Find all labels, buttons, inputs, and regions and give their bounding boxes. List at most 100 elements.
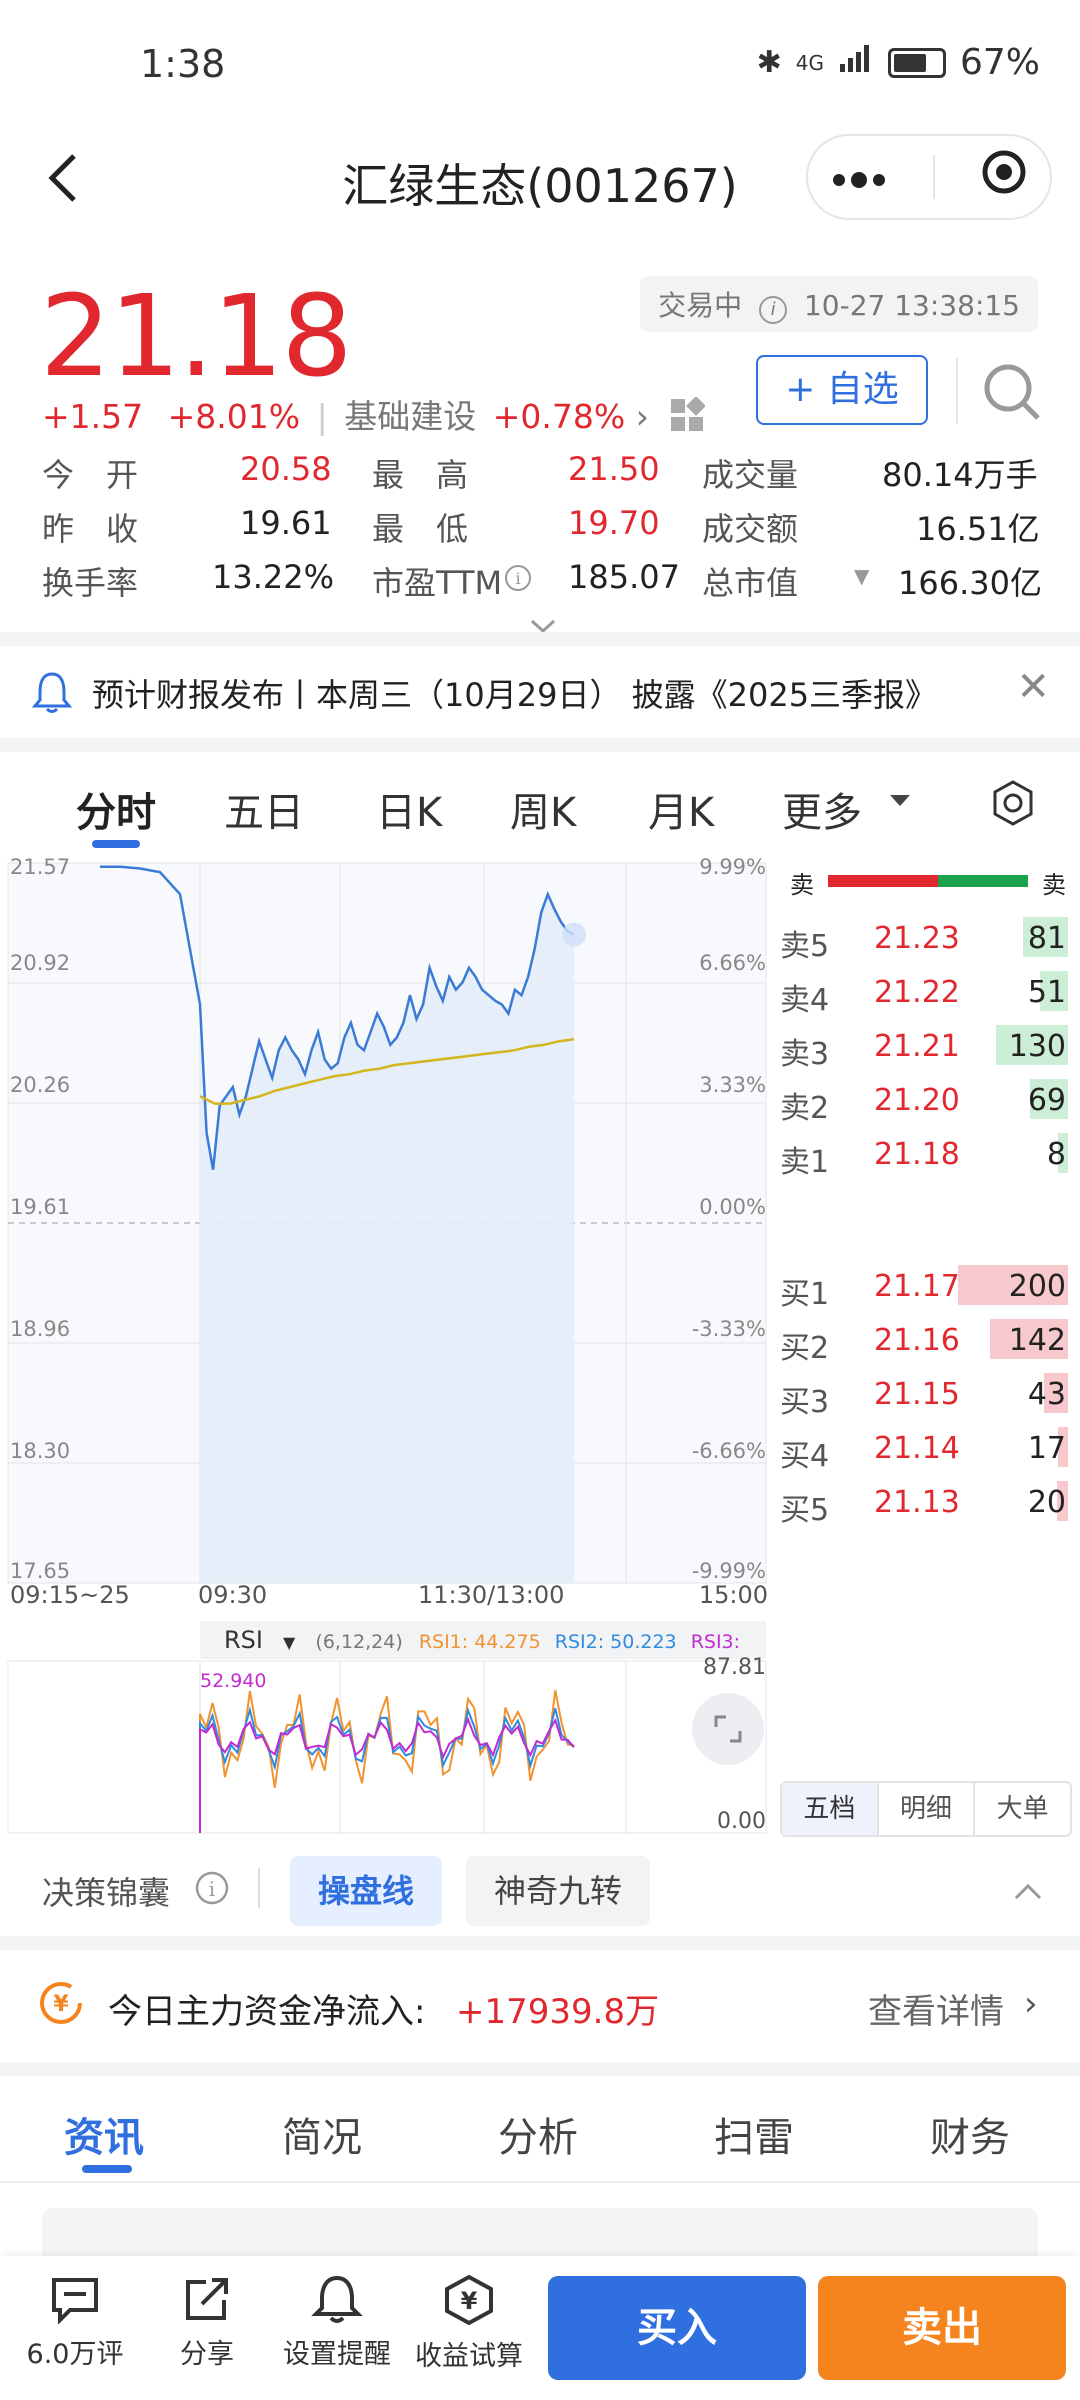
level-label: 买1 [780, 1277, 830, 1312]
tab-big-orders[interactable]: 大单 [973, 1783, 1070, 1835]
tab-risk-scan[interactable]: 扫雷 [714, 2115, 794, 2161]
tab-more[interactable]: 更多 [782, 790, 862, 836]
back-icon[interactable] [44, 148, 84, 218]
tab-monthly-k[interactable]: 月K [648, 790, 715, 836]
tab-detail[interactable]: 明细 [876, 1783, 974, 1835]
volume-bar [1023, 917, 1068, 957]
sell-button[interactable]: 卖出 [818, 2276, 1066, 2380]
x-tick: 15:00 [698, 1581, 768, 1609]
stat-value: 80.14万手 [882, 456, 1038, 494]
collapse-chevron-icon[interactable] [1012, 1872, 1044, 1910]
divider [956, 358, 958, 424]
search-icon[interactable] [980, 360, 1044, 424]
level-price: 21.16 [874, 1323, 960, 1358]
chip-magic-nine[interactable]: 神奇九转 [466, 1856, 651, 1926]
stat-value: 21.50 [568, 450, 660, 488]
sector-name[interactable]: 基础建设 [344, 397, 477, 436]
tab-analysis[interactable]: 分析 [498, 2115, 578, 2161]
tab-five-day[interactable]: 五日 [224, 790, 304, 836]
more-dots-icon[interactable] [831, 154, 887, 200]
chevron-right-icon[interactable]: › [1024, 1984, 1038, 2024]
sell-label: 卖 [790, 871, 814, 899]
tab-overview[interactable]: 简况 [282, 2115, 362, 2161]
rsi2-line [199, 1706, 575, 1833]
volume-bar [1057, 1481, 1068, 1521]
divider [258, 1868, 260, 1908]
level-label: 卖2 [780, 1091, 830, 1126]
level-volume: 51 [1027, 975, 1066, 1010]
chevron-right-icon[interactable]: › [635, 397, 649, 436]
stat-label: 最 高 [372, 456, 469, 494]
trade-status: 交易中 i 10-27 13:38:15 [640, 276, 1038, 332]
sector-change[interactable]: +0.78% [492, 397, 626, 436]
stat-label: 市盈TTM [372, 564, 503, 602]
stat-value: 19.61 [240, 504, 332, 542]
level-volume: 17 [1027, 1431, 1066, 1466]
bid-row[interactable]: 买5 21.13 20 [776, 1475, 1074, 1529]
stats-row: 昨 收 19.61 最 低 19.70 成交额 16.51亿 [42, 504, 1042, 558]
stat-value: 166.30亿 [898, 564, 1042, 602]
quote-panel: 21.18 交易中 i 10-27 13:38:15 +1.57 +8.01% … [0, 260, 1080, 634]
share-button[interactable]: 分享 [152, 2274, 262, 2371]
expand-chevron-icon[interactable] [528, 612, 558, 642]
add-watchlist-button[interactable]: + 自选 [756, 355, 928, 425]
tab-weekly-k[interactable]: 周K [510, 790, 577, 836]
rsi-selector[interactable]: RSI [224, 1626, 263, 1654]
battery-level: 67% [959, 42, 1040, 83]
ask-row[interactable]: 卖3 21.21 130 [776, 1019, 1074, 1073]
level-volume: 69 [1027, 1083, 1066, 1118]
alert-label: 设置提醒 [283, 2339, 391, 2370]
yuan-calc-icon: ¥ [445, 2274, 493, 2326]
tab-daily-k[interactable]: 日K [376, 790, 443, 836]
ask-row[interactable]: 卖2 21.20 69 [776, 1073, 1074, 1127]
target-icon[interactable] [981, 149, 1027, 205]
rsi-bottom-tick: 0.00 [717, 1809, 766, 1834]
bid-row[interactable]: 买1 21.17 200 [776, 1259, 1074, 1313]
view-detail-link[interactable]: 查看详情 [868, 1992, 1004, 2032]
change-line: +1.57 +8.01% | 基础建设 +0.78% › [42, 390, 707, 441]
bid-row[interactable]: 买4 21.14 17 [776, 1421, 1074, 1475]
divider [0, 2181, 1080, 2183]
tab-financials[interactable]: 财务 [930, 2115, 1010, 2161]
bid-row[interactable]: 买3 21.15 43 [776, 1367, 1074, 1421]
settings-icon[interactable] [990, 778, 1036, 832]
comments-button[interactable]: 6.0万评 [20, 2274, 130, 2371]
level-price: 21.14 [874, 1431, 960, 1466]
stat-label: 总市值 [702, 564, 799, 602]
bid-row[interactable]: 买2 21.16 142 [776, 1313, 1074, 1367]
earnings-notice[interactable]: 预计财报发布丨本周三（10月29日） 披露《2025三季报》 ✕ [0, 646, 1080, 738]
tools-row: 决策锦囊 i 操盘线 神奇九转 [0, 1848, 1080, 1928]
ask-row[interactable]: 卖5 21.23 81 [776, 911, 1074, 965]
ask-row[interactable]: 卖1 21.18 8 [776, 1127, 1074, 1181]
tab-five-levels[interactable]: 五档 [782, 1783, 877, 1835]
ask-row[interactable]: 卖4 21.22 51 [776, 965, 1074, 1019]
news-card-peek[interactable] [42, 2208, 1038, 2256]
tab-intraday[interactable]: 分时 [76, 790, 156, 836]
stat-value: 185.07 [568, 558, 680, 596]
mini-program-capsule [806, 134, 1052, 220]
close-icon[interactable]: ✕ [1016, 664, 1050, 710]
intraday-chart[interactable]: 21.57 20.92 20.26 19.61 18.96 18.30 17.6… [0, 855, 770, 1840]
money-flow-row[interactable]: ¥ 今日主力资金净流入: +17939.8万 查看详情 › [0, 1950, 1080, 2060]
tab-news[interactable]: 资讯 [64, 2115, 144, 2161]
chip-trading-line[interactable]: 操盘线 [290, 1856, 443, 1926]
info-icon[interactable]: i [504, 562, 532, 600]
stat-value: 20.58 [240, 450, 332, 488]
fullscreen-icon[interactable] [692, 1693, 764, 1765]
price-change-pct: +8.01% [167, 397, 301, 436]
yuan-coin-icon: ¥ [38, 1980, 84, 2035]
info-icon[interactable]: i [759, 296, 788, 324]
caret-down-icon[interactable] [890, 792, 910, 811]
order-book-header: 卖 卖 [780, 863, 1076, 899]
profit-calc-button[interactable]: ¥ 收益试算 [414, 2274, 524, 2373]
info-icon[interactable]: i [194, 1870, 230, 1914]
bluetooth-icon: ✱ [756, 45, 782, 80]
caret-down-icon[interactable]: ▼ [854, 564, 870, 588]
alert-button[interactable]: 设置提醒 [282, 2274, 392, 2371]
buy-button[interactable]: 买入 [548, 2276, 806, 2380]
caret-down-icon[interactable]: ▼ [283, 1633, 296, 1652]
grid-icon[interactable] [669, 395, 707, 441]
trade-status-label: 交易中 [658, 289, 743, 322]
active-tab-indicator [82, 2165, 132, 2173]
level-price: 21.18 [874, 1137, 960, 1172]
